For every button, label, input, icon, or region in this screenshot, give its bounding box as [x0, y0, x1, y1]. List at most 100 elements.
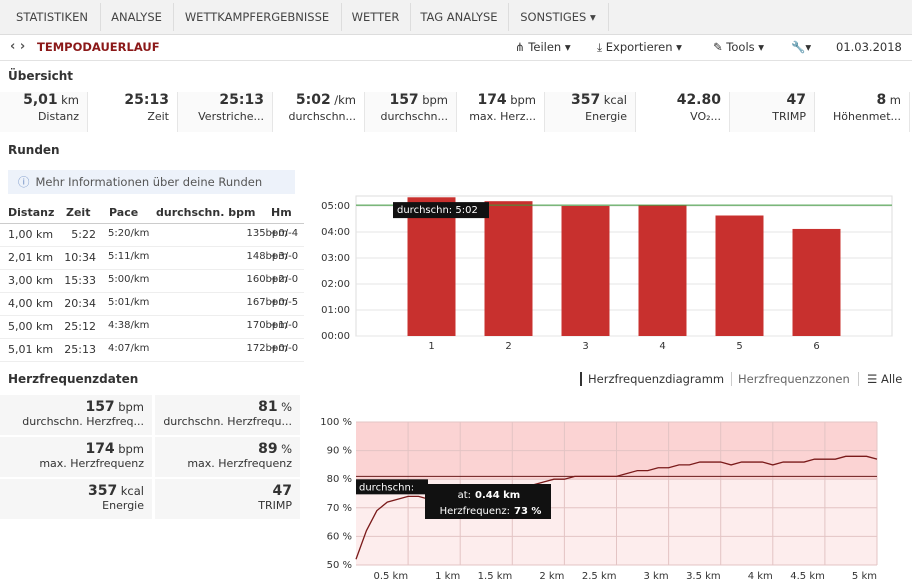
table-header: Zeit [66, 206, 91, 219]
stat-unit: km [61, 93, 79, 107]
stat-label: max. Herzfrequenz [39, 457, 144, 470]
section-title: Herzfrequenzdaten [8, 372, 139, 386]
stat-unit: % [281, 400, 292, 414]
table-cell: 25:12 [64, 320, 96, 333]
stat-unit: kcal [120, 484, 144, 498]
stat-value: 5,01 [23, 92, 58, 108]
y-tick-label: 80 % [327, 474, 352, 485]
stat-value-row: 25:13 [88, 92, 169, 108]
table-cell: 5,00 km [8, 320, 54, 333]
tab[interactable]: WETTKAMPFERGEBNISSE [173, 3, 342, 31]
stat: 25:13 Zeit [88, 92, 178, 132]
x-tick-label: 2 [505, 341, 511, 352]
table-cell: 167bpm [246, 297, 288, 308]
table-cell: 10:34 [64, 251, 96, 264]
stat-value-row: 89 % [155, 441, 292, 457]
heart-stat: 81 % durchschn. Herzfrequ... [155, 395, 300, 435]
x-tick-label: 3 [582, 341, 588, 352]
stat-label: Energie [585, 110, 627, 123]
stat-value-row: 25:13 [178, 92, 264, 108]
stat-value-row: 357 kcal [0, 483, 144, 499]
back-arrow[interactable]: ‹ › [10, 39, 26, 54]
stat-value: 25:13 [219, 92, 264, 108]
x-tick-label: 4 [659, 341, 665, 352]
table-cell: 4,00 km [8, 297, 54, 310]
section-title: Übersicht [8, 69, 74, 83]
tab-label: WETTKAMPFERGEBNISSE [184, 10, 330, 24]
y-tick-label: 100 % [320, 417, 352, 428]
heart-stat: 174 bpm max. Herzfrequenz [0, 437, 152, 477]
table-cell: 25:13 [64, 343, 96, 356]
stat-label: Zeit [147, 110, 169, 123]
stat-label: TRIMP [772, 110, 806, 123]
table-cell: 5:22 [71, 228, 96, 241]
share-button[interactable]: ⋔ Teilen ▾ [515, 40, 571, 54]
stat-value-row: 81 % [155, 399, 292, 415]
x-tick-label: 6 [813, 341, 819, 352]
stat-label: durchschn... [380, 110, 448, 123]
table-cell: +2/-0 [270, 274, 299, 285]
stat-unit: bpm [510, 93, 536, 107]
tab-link[interactable]: Herzfrequenzzonen [731, 372, 850, 386]
stat-label: max. Herzfrequenz [187, 457, 292, 470]
x-tick-label: 5 km [852, 571, 877, 582]
tab[interactable]: STATISTIKEN [4, 3, 101, 31]
x-tick-label: 2.5 km [582, 571, 617, 582]
x-tick-label: 3 km [644, 571, 669, 582]
stat-label: max. Herz... [469, 110, 536, 123]
y-tick-label: 03:00 [321, 253, 350, 264]
x-tick-label: 4.5 km [790, 571, 825, 582]
tab[interactable]: SONSTIGES ▾ [508, 3, 609, 31]
table-header: Distanz [8, 206, 55, 219]
average-label: durchschn: 5:02 [397, 205, 478, 216]
table-cell: 4:07/km [108, 343, 150, 354]
stat-value: 157 [85, 399, 115, 415]
tab-link[interactable]: Herzfrequenzdiagramm [580, 372, 724, 386]
stat-unit: /km [334, 93, 356, 107]
tab-label: STATISTIKEN [16, 10, 88, 24]
tab[interactable]: TAG ANALYSE [410, 3, 509, 31]
table-cell: 20:34 [64, 297, 96, 310]
bar [715, 215, 764, 336]
heart-stat: 89 % max. Herzfrequenz [155, 437, 300, 477]
table-cell: 172bpm [246, 343, 288, 354]
settings-button[interactable]: 🔧▾ [791, 40, 812, 54]
button-label: Exportieren [605, 40, 673, 54]
y-tick-label: 05:00 [321, 201, 350, 212]
tab[interactable]: ANALYSE [100, 3, 174, 31]
stat-value-row: 174 bpm [0, 441, 144, 457]
stat-label: Distanz [37, 110, 79, 123]
stat-value-row: 357 kcal [545, 92, 627, 108]
stat-unit: kcal [603, 93, 627, 107]
stat-unit: % [281, 442, 292, 456]
table-header: Hm [271, 206, 292, 219]
heart-stat: 47 TRIMP [155, 479, 300, 519]
table-cell: 4:38/km [108, 320, 150, 331]
row-rule [0, 269, 304, 270]
stat-value-row: 157 bpm [365, 92, 448, 108]
tab[interactable]: WETTER [341, 3, 411, 31]
export-button[interactable]: ⤓ Exportieren ▾ [597, 40, 682, 54]
info-text: Mehr Informationen über deine Runden [35, 175, 263, 189]
button-label: Tools [726, 40, 755, 54]
table-cell: 5:20/km [108, 228, 150, 239]
tab-bar [0, 0, 912, 35]
y-tick-label: 00:00 [321, 331, 350, 342]
stat-value-row: 47 [155, 483, 292, 499]
tools-button[interactable]: ✎ Tools ▾ [713, 40, 765, 54]
stat-label: durchschn. Herzfreq... [22, 415, 144, 428]
stat-value: 174 [477, 92, 507, 108]
row-rule [0, 315, 304, 316]
x-tick-label: 1.5 km [478, 571, 513, 582]
section-title: Runden [8, 143, 60, 157]
tooltip-label: at: [458, 490, 471, 501]
y-tick-label: 04:00 [321, 227, 350, 238]
tab-link[interactable]: ☰ Alle [858, 372, 902, 386]
stat: 25:13 Verstriche... [178, 92, 273, 132]
y-tick-label: 02:00 [321, 279, 350, 290]
row-rule [0, 338, 304, 339]
activity-title: TEMPODAUERLAUF [37, 40, 160, 54]
stat-value-row: 42.80 [636, 92, 721, 108]
bar [484, 201, 533, 336]
bar [561, 205, 610, 336]
